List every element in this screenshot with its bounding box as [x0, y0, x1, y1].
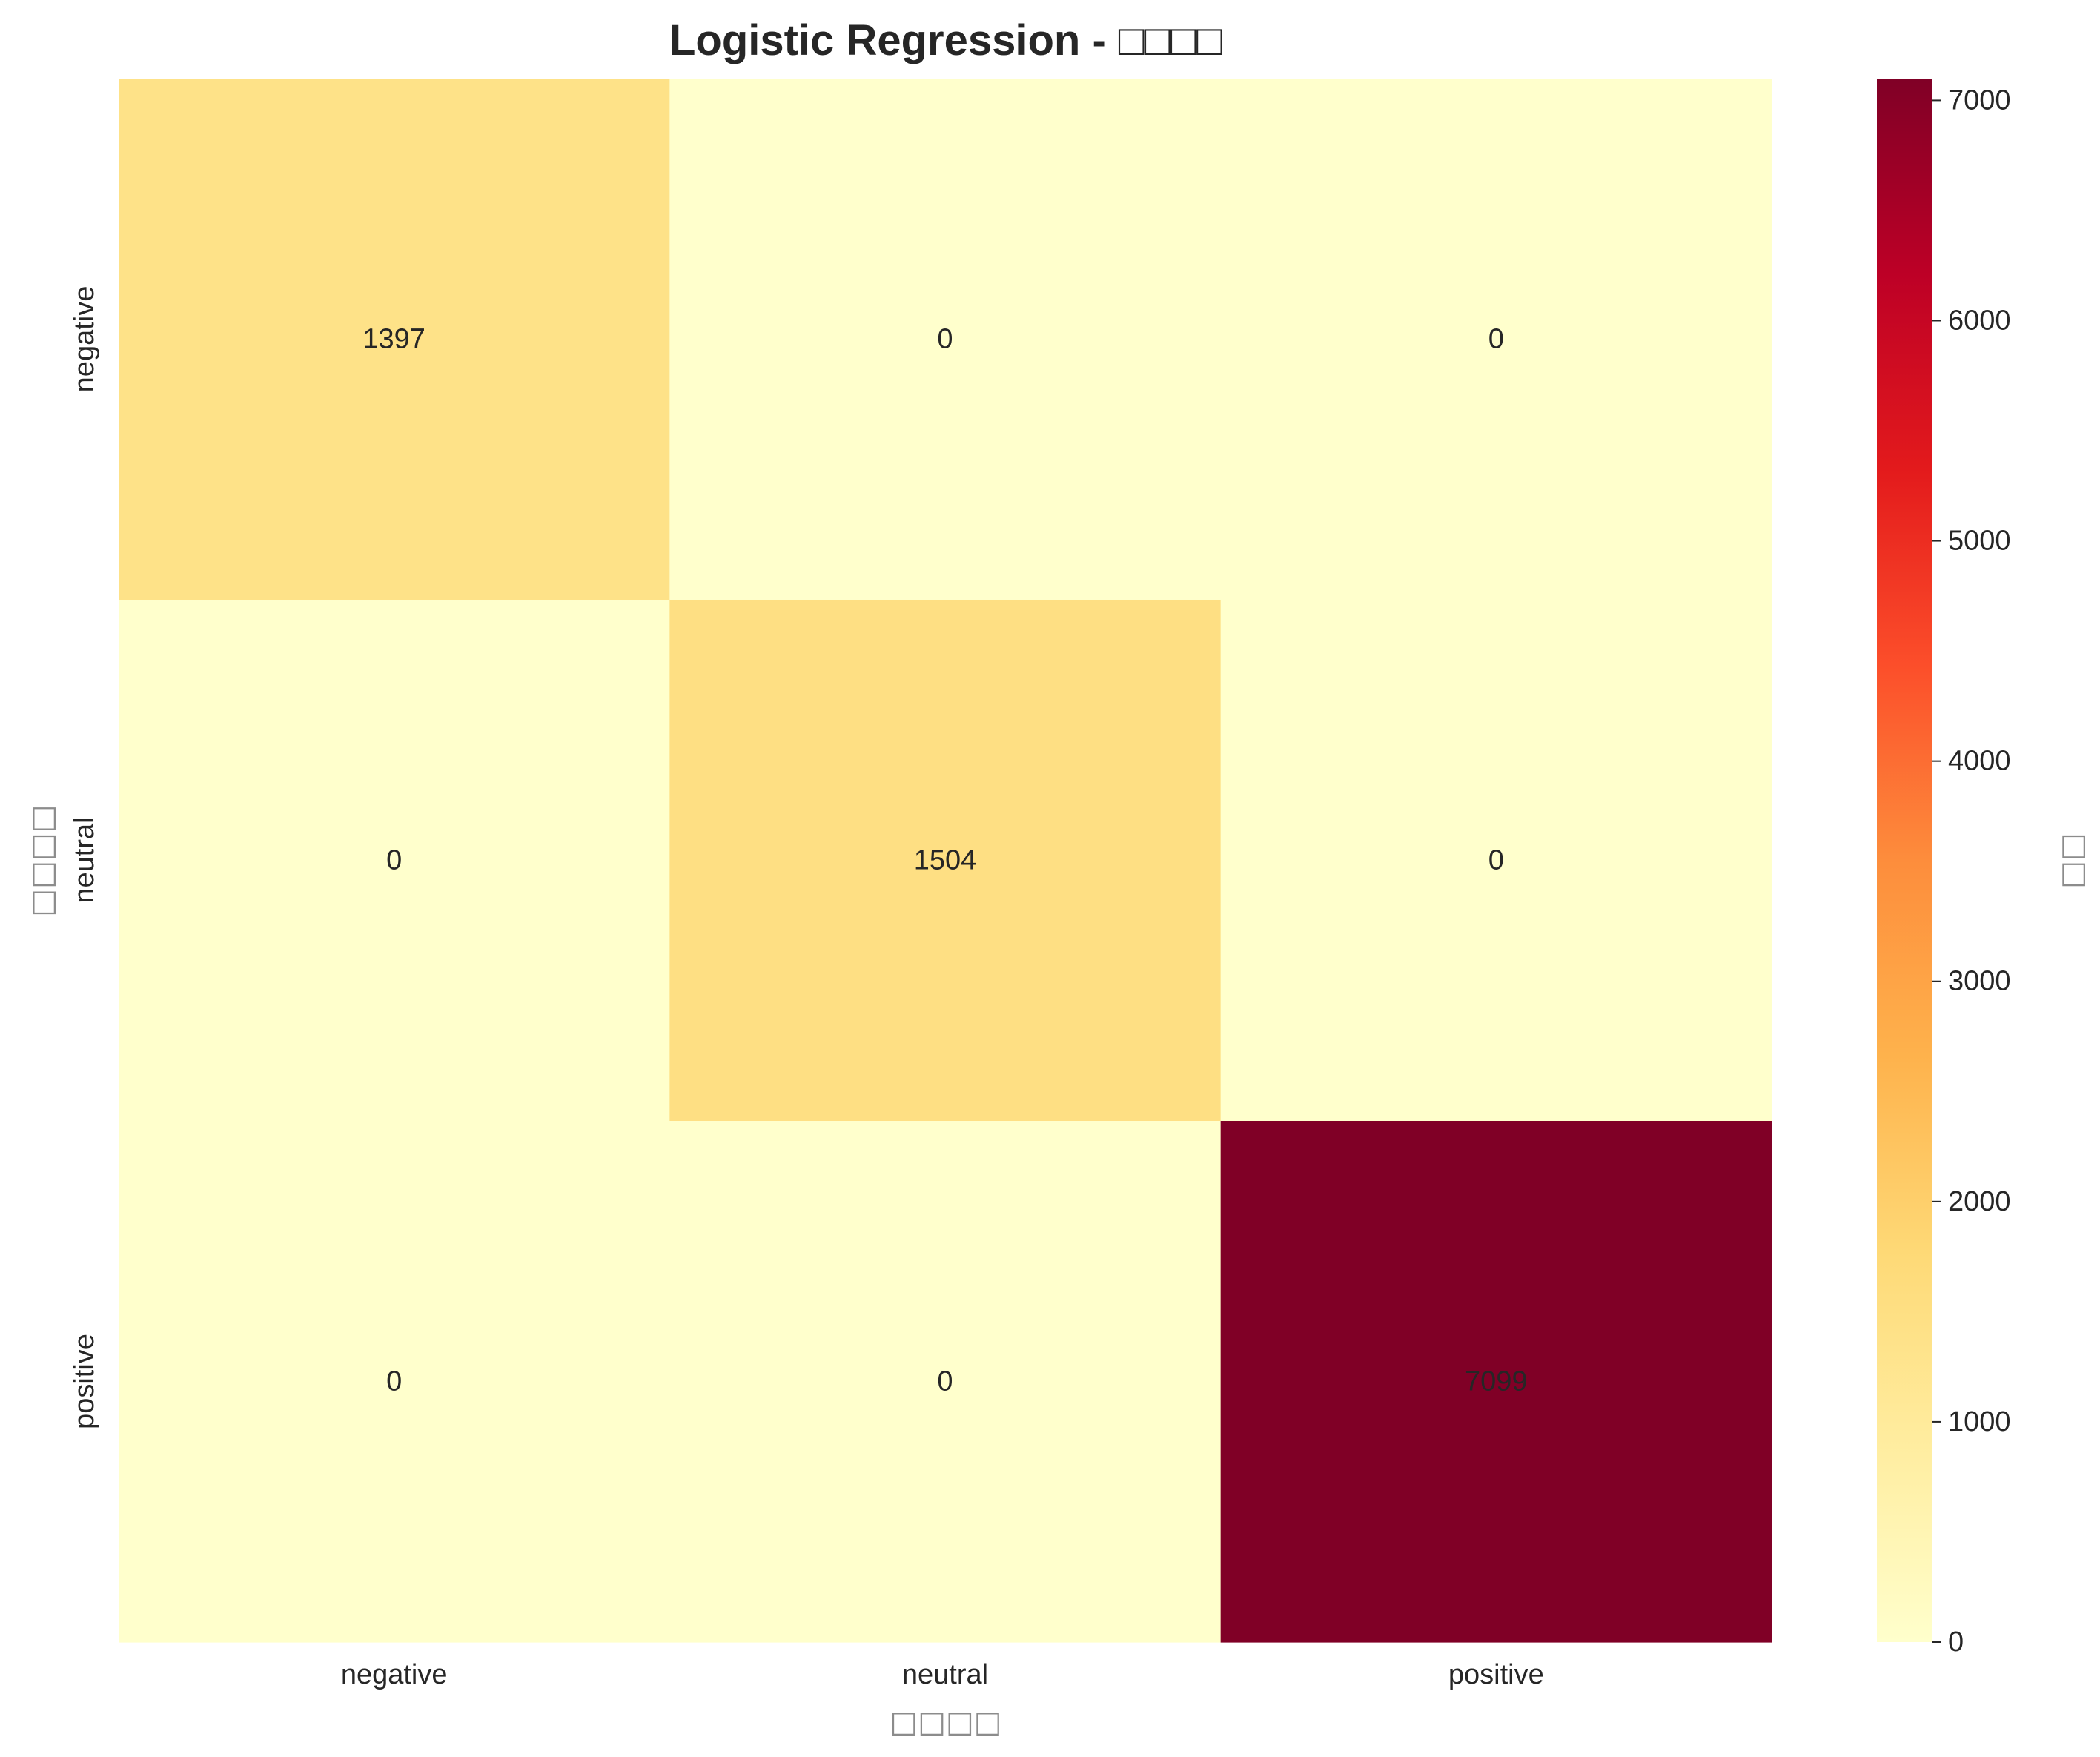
heatmap-cell [119, 79, 670, 600]
heatmap-cells [119, 79, 1772, 1643]
colorbar-tick-label: 1000 [1948, 1406, 2011, 1437]
colorbar-tick-label: 7000 [1948, 85, 2011, 116]
cell-value-label: 1504 [914, 845, 977, 876]
heatmap-cell-labels: 1397 0 0 0 1504 0 0 0 7099 [362, 324, 1527, 1397]
x-axis-label: □□□□ [890, 1705, 1001, 1739]
colorbar-tick-label: 5000 [1948, 526, 2011, 557]
colorbar [1877, 79, 1932, 1642]
heatmap-cell [1220, 79, 1772, 600]
colorbar-ticks: 0 1000 2000 3000 4000 5000 6000 7000 [1932, 85, 2011, 1658]
x-tick-label: neutral [902, 1659, 988, 1690]
chart-title: Logistic Regression - □□□□ [669, 16, 1222, 64]
x-tick-label: negative [341, 1659, 448, 1690]
y-tick-label: positive [69, 1334, 100, 1429]
cell-value-label: 0 [386, 845, 402, 876]
heatmap-cell [669, 1121, 1222, 1643]
cell-value-label: 1397 [362, 324, 425, 355]
x-tick-label: positive [1448, 1659, 1544, 1690]
heatmap-cell [119, 1121, 670, 1643]
colorbar-tick-label: 4000 [1948, 746, 2011, 777]
heatmap-cell [669, 79, 1222, 600]
heatmap-cell [119, 600, 670, 1122]
cell-value-label: 0 [1488, 845, 1504, 876]
cell-value-label: 0 [937, 1366, 953, 1397]
y-tick-label: negative [69, 286, 100, 393]
x-tick-labels: negative neutral positive [341, 1659, 1544, 1690]
heatmap-cell [1220, 600, 1772, 1122]
cell-value-label: 7099 [1465, 1366, 1528, 1397]
y-tick-labels: negative neutral positive [69, 286, 100, 1429]
y-tick-label: neutral [69, 817, 100, 903]
cell-value-label: 0 [937, 324, 953, 355]
cell-value-label: 0 [1488, 324, 1504, 355]
y-axis-label: □□□□ [25, 804, 59, 916]
colorbar-tick-label: 0 [1948, 1627, 1964, 1658]
colorbar-tick-label: 6000 [1948, 305, 2011, 336]
colorbar-tick-label: 2000 [1948, 1186, 2011, 1217]
heatmap-cell [669, 600, 1222, 1122]
heatmap-cell [1220, 1121, 1772, 1643]
cell-value-label: 0 [386, 1366, 402, 1397]
colorbar-tick-label: 3000 [1948, 966, 2011, 997]
colorbar-label: □□ [2055, 833, 2089, 889]
